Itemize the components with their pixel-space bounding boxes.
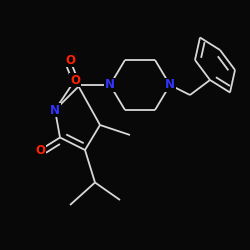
- Text: N: N: [50, 104, 60, 117]
- Text: O: O: [65, 54, 75, 66]
- Text: N: N: [165, 78, 175, 92]
- Text: N: N: [105, 78, 115, 92]
- Text: O: O: [70, 74, 80, 86]
- Text: O: O: [35, 144, 45, 156]
